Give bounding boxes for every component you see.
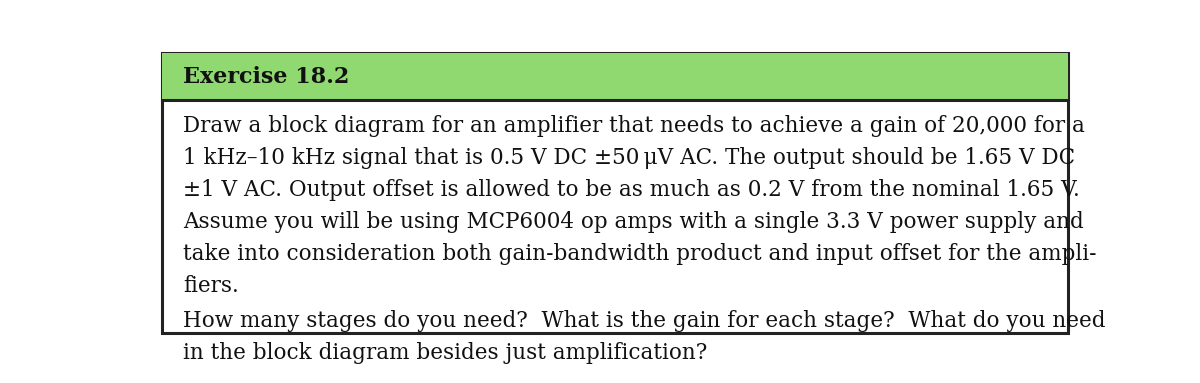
Text: 1 kHz–10 kHz signal that is 0.5 V DC ±50 μV AC. The output should be 1.65 V DC: 1 kHz–10 kHz signal that is 0.5 V DC ±50… [184, 147, 1075, 169]
Text: Draw a block diagram for an amplifier that needs to achieve a gain of 20,000 for: Draw a block diagram for an amplifier th… [184, 115, 1085, 137]
Text: Assume you will be using MCP6004 op amps with a single 3.3 V power supply and: Assume you will be using MCP6004 op amps… [184, 211, 1085, 233]
Text: ±1 V AC. Output offset is allowed to be as much as 0.2 V from the nominal 1.65 V: ±1 V AC. Output offset is allowed to be … [184, 179, 1080, 201]
Text: Exercise 18.2: Exercise 18.2 [184, 65, 350, 88]
Text: fiers.: fiers. [184, 275, 239, 296]
Text: How many stages do you need?  What is the gain for each stage?  What do you need: How many stages do you need? What is the… [184, 310, 1106, 332]
Text: take into consideration both gain-bandwidth product and input offset for the amp: take into consideration both gain-bandwi… [184, 243, 1097, 265]
Bar [162, 53, 1068, 100]
Text: in the block diagram besides just amplification?: in the block diagram besides just amplif… [184, 342, 708, 364]
